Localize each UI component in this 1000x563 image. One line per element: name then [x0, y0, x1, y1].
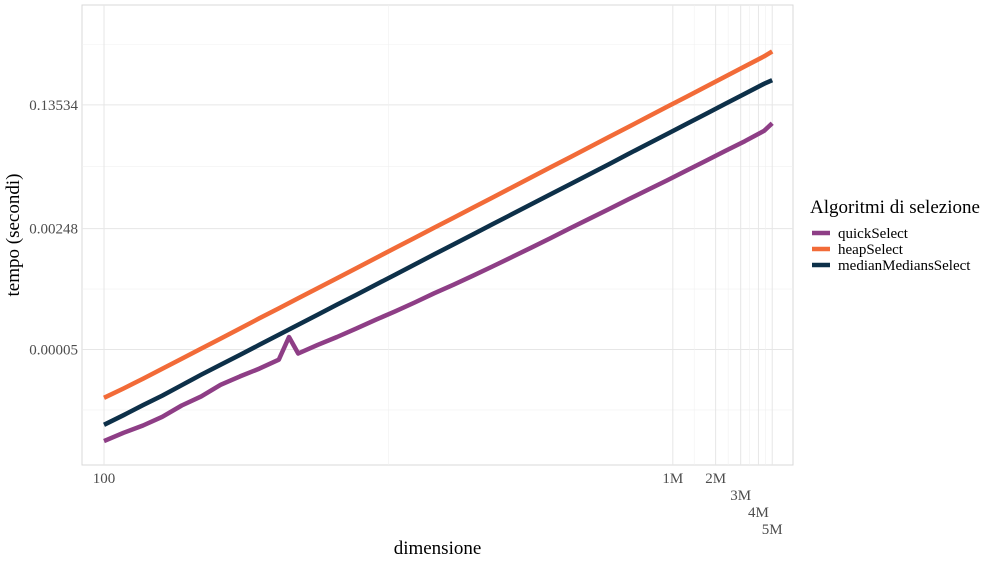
legend-label-heapSelect: heapSelect [838, 242, 904, 258]
legend: Algoritmi di selezione quickSelectheapSe… [810, 197, 980, 274]
x-axis-title: dimensione [394, 538, 482, 559]
x-tick-label: 5M [762, 522, 783, 538]
plot-panel [81, 4, 794, 466]
x-tick-label: 100 [93, 471, 116, 487]
legend-title: Algoritmi di selezione [810, 197, 980, 218]
plot-background [81, 4, 794, 466]
legend-label-medianMediansSelect: medianMediansSelect [838, 258, 971, 274]
series-line-quickSelect [103, 121, 774, 444]
y-tick-label: 0.13534 [29, 98, 78, 114]
y-tick-label: 0.00005 [29, 343, 78, 359]
x-tick-label: 4M [748, 505, 769, 521]
y-axis-ticks: 0.00005 0.00248 0.13534 [29, 98, 78, 359]
series-lines [103, 49, 774, 444]
x-tick-label: 1M [662, 471, 683, 487]
x-tick-label: 3M [730, 488, 751, 504]
x-tick-label: 2M [705, 471, 726, 487]
series-line-heapSelect [103, 49, 774, 400]
legend-label-quickSelect: quickSelect [838, 226, 909, 242]
y-axis-title: tempo (secondi) [3, 174, 24, 297]
y-tick-label: 0.00248 [29, 222, 78, 238]
series-line-medianMediansSelect [103, 78, 774, 427]
